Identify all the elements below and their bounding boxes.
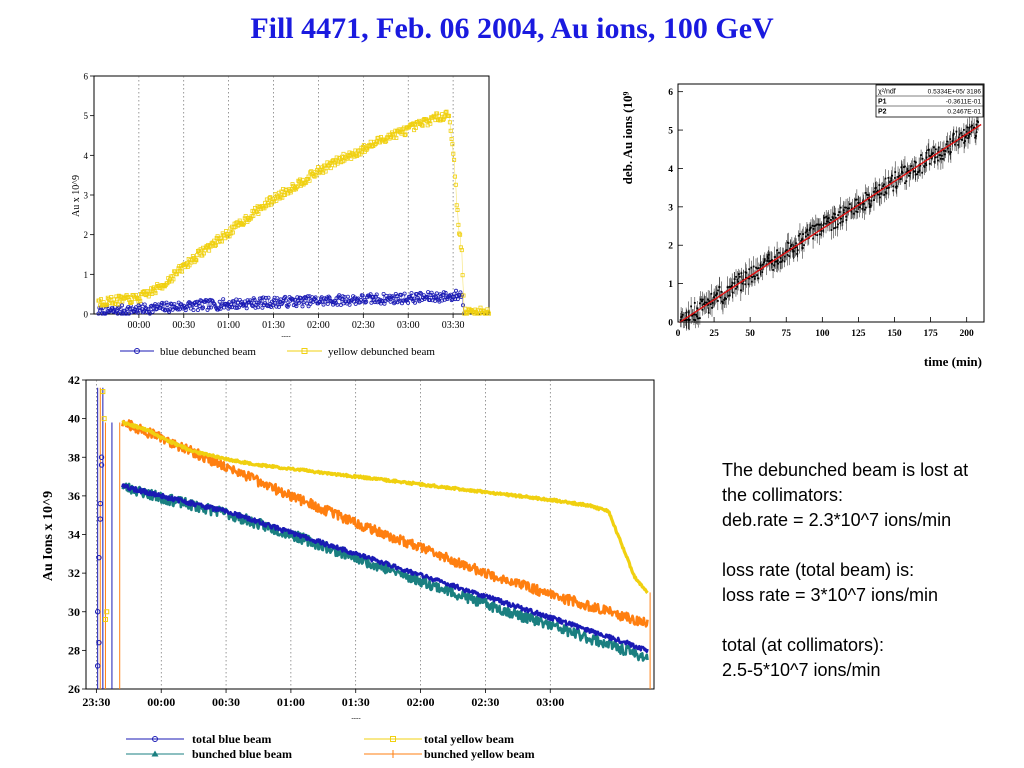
legend: total blue beam bunched blue beam total … <box>126 732 535 761</box>
legend: blue debunched beam yellow debunched bea… <box>120 346 435 358</box>
y-tick-label: 6 <box>668 88 673 98</box>
x-tick-label: 00:00 <box>127 320 150 331</box>
x-tick-label: 100 <box>815 329 830 339</box>
stat-value-chi2: 0.5334E+05/ 3186 <box>928 89 982 96</box>
y-tick-label: 0 <box>84 310 89 320</box>
notes-block: The debunched beam is lost at the collim… <box>722 458 1022 683</box>
total-beam-chart: 23:30 00:00 00:30 01:00 01:30 02:00 02:30 03:00… <box>41 374 655 761</box>
legend-yellow-debunched: yellow debunched beam <box>328 346 435 358</box>
y-tick-label: 34 <box>68 528 80 542</box>
series-total-yellow <box>121 420 649 594</box>
x-tick-label: 0 <box>676 329 681 339</box>
x-tick-label: 02:30 <box>471 695 499 709</box>
series-total-blue <box>121 483 649 653</box>
note-line: deb.rate = 2.3*10^7 ions/min <box>722 510 952 530</box>
y-tick-label: 2 <box>84 230 89 240</box>
legend-bunched-blue: bunched blue beam <box>192 747 292 761</box>
x-tick-label: 50 <box>745 329 755 339</box>
x-tick-label: 03:30 <box>442 320 465 331</box>
stat-label-p2: P2 <box>878 109 887 116</box>
legend-total-blue: total blue beam <box>192 732 271 746</box>
note-line: total (at collimators): <box>722 635 885 655</box>
y-tick-label: 36 <box>68 489 80 503</box>
stat-label-chi2: χ²/ndf <box>878 89 896 96</box>
note-line: the collimators: <box>722 485 844 505</box>
series-blue-debunched <box>96 288 466 316</box>
y-axis-label: Au Ions x 10^9 <box>41 491 56 581</box>
stat-value-p1: -0.3611E-01 <box>946 99 982 106</box>
series-bunched-yellow <box>121 419 649 628</box>
x-tick-label: 00:30 <box>172 320 195 331</box>
stats-box: χ²/ndf 0.5334E+05/ 3186 P1 -0.3611E-01 P… <box>875 84 984 118</box>
y-tick-label: 1 <box>84 270 89 280</box>
note-line: The debunched beam is lost at <box>722 460 969 480</box>
note-line: 2.5-5*10^7 ions/min <box>722 660 881 680</box>
x-tick-label: 200 <box>960 329 975 339</box>
x-tick-label: 01:00 <box>277 695 305 709</box>
y-tick-label: 28 <box>68 643 80 657</box>
x-tick-label: 02:00 <box>407 695 435 709</box>
debunched-beam-chart: 00:00 00:30 01:00 01:30 02:00 02:30 03:00 03:30… <box>71 72 491 358</box>
x-tick-label: 23:30 <box>82 695 110 709</box>
x-tick-label: 150 <box>887 329 902 339</box>
legend-blue-debunched: blue debunched beam <box>160 346 256 358</box>
x-tick-label: 02:00 <box>307 320 330 331</box>
y-tick-label: 32 <box>68 566 80 580</box>
x-tick-label: 00:00 <box>147 695 175 709</box>
stat-value-p2: 0.2467E-01 <box>947 109 981 116</box>
y-tick-label: 30 <box>68 605 80 619</box>
page-title: Fill 4471, Feb. 06 2004, Au ions, 100 Ge… <box>250 12 774 45</box>
y-tick-label: 5 <box>668 127 673 137</box>
legend-bunched-yellow: bunched yellow beam <box>424 747 535 761</box>
x-tick-label: 01:30 <box>262 320 285 331</box>
x-tick-label: 02:30 <box>352 320 375 331</box>
x-tick-label: 125 <box>851 329 866 339</box>
y-tick-label: 3 <box>84 191 89 201</box>
y-tick-label: 42 <box>68 374 80 387</box>
y-tick-label: 40 <box>68 412 80 426</box>
y-tick-label: 3 <box>668 203 673 213</box>
y-axis-label: Au x 10^9 <box>71 175 82 217</box>
x-tick-label: 75 <box>782 329 792 339</box>
x-axis-label: ---- <box>351 714 361 722</box>
fit-line <box>679 123 982 324</box>
y-tick-label: 2 <box>668 242 673 252</box>
note-line: loss rate (total beam) is: <box>722 560 915 580</box>
x-axis-label: time (min) <box>924 354 982 369</box>
y-tick-label: 38 <box>68 450 80 464</box>
x-tick-label: 03:00 <box>397 320 420 331</box>
x-tick-label: 01:30 <box>342 695 370 709</box>
y-tick-label: 1 <box>668 280 673 290</box>
x-tick-label: 25 <box>709 329 719 339</box>
stat-label-p1: P1 <box>878 99 887 106</box>
y-tick-label: 26 <box>68 682 80 696</box>
y-tick-label: 4 <box>84 151 89 161</box>
y-tick-label: 6 <box>84 72 89 82</box>
x-tick-label: 175 <box>923 329 938 339</box>
x-tick-label: 00:30 <box>212 695 240 709</box>
y-axis-label: deb. Au ions (10⁹ <box>620 92 635 185</box>
injection-spikes <box>94 387 651 689</box>
note-line: loss rate = 3*10^7 ions/min <box>722 585 939 605</box>
y-tick-label: 5 <box>84 111 89 121</box>
fit-chart: 0 25 50 75 100 125 150 175 200 0 1 2 3 4 5 6 deb. Au io… <box>620 83 985 369</box>
series-yellow-debunched <box>96 109 491 316</box>
legend-total-yellow: total yellow beam <box>424 732 514 746</box>
x-tick-label: 01:00 <box>217 320 240 331</box>
x-tick-label: 03:00 <box>536 695 564 709</box>
y-tick-label: 0 <box>668 319 673 329</box>
x-axis-label: ---- <box>281 332 291 340</box>
y-tick-label: 4 <box>668 165 673 175</box>
